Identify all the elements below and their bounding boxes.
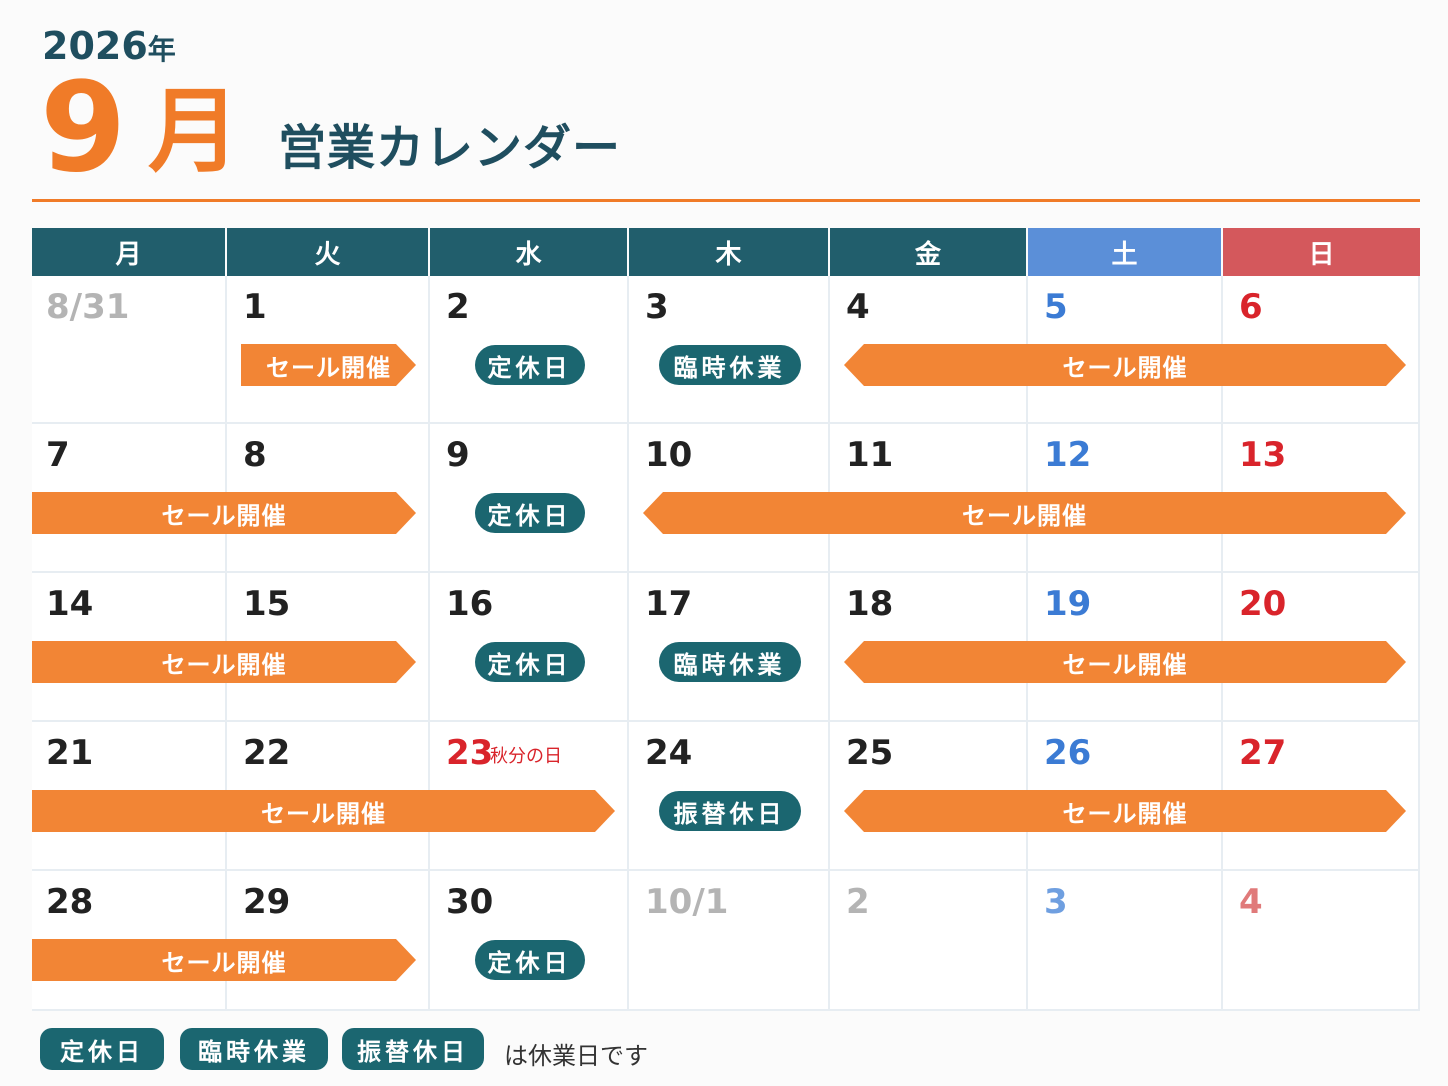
closed-day-badge[interactable]: 臨時休業	[658, 642, 801, 682]
sale-event-bar[interactable]: セール開催	[844, 641, 1406, 683]
day-number: 3	[645, 287, 669, 327]
weekday-header-2: 水	[430, 228, 627, 276]
weekday-header-5: 土	[1028, 228, 1221, 276]
day-number: 6	[1239, 287, 1263, 327]
day-number: 11	[846, 435, 894, 475]
legend-item-regular-closed: 定休日	[40, 1028, 164, 1070]
sale-event-bar[interactable]: セール開催	[32, 492, 416, 534]
page-title: 営業カレンダー	[278, 120, 622, 176]
day-number: 3	[1044, 882, 1068, 922]
sale-event-bar[interactable]: セール開催	[32, 641, 416, 683]
sale-event-bar[interactable]: セール開催	[844, 790, 1406, 832]
legend-text: は休業日です	[504, 1042, 648, 1070]
day-number: 5	[1044, 287, 1068, 327]
calendar-day-cell[interactable]: 10/1	[629, 871, 830, 1011]
day-number: 20	[1239, 584, 1287, 624]
day-number: 17	[645, 584, 693, 624]
day-number: 23	[446, 733, 494, 773]
holiday-name: 秋分の日	[490, 746, 562, 767]
day-number: 2	[846, 882, 870, 922]
closed-day-badge[interactable]: 定休日	[474, 493, 585, 533]
day-number: 15	[243, 584, 291, 624]
calendar-day-cell[interactable]: 3	[1028, 871, 1223, 1011]
closed-day-badge[interactable]: 臨時休業	[658, 345, 801, 385]
weekday-header-4: 金	[830, 228, 1026, 276]
day-number: 14	[46, 584, 94, 624]
day-number: 26	[1044, 733, 1092, 773]
month-number: 9	[40, 56, 127, 200]
day-number: 7	[46, 435, 70, 475]
day-number: 24	[645, 733, 693, 773]
legend-item-temporary-closed: 臨時休業	[180, 1028, 328, 1070]
day-number: 4	[846, 287, 870, 327]
day-number: 13	[1239, 435, 1287, 475]
day-number: 1	[243, 287, 267, 327]
day-number: 4	[1239, 882, 1263, 922]
calendar-day-cell[interactable]: 8/31	[32, 276, 227, 424]
day-number: 8	[243, 435, 267, 475]
year-number: 2026	[42, 24, 148, 68]
day-number: 2	[446, 287, 470, 327]
year-label: 2026年	[42, 24, 176, 68]
sale-event-bar[interactable]: セール開催	[844, 344, 1406, 386]
day-number: 10	[645, 435, 693, 475]
day-number: 25	[846, 733, 894, 773]
year-suffix: 年	[147, 33, 176, 66]
sale-event-bar[interactable]: セール開催	[32, 939, 416, 981]
day-number: 29	[243, 882, 291, 922]
weekday-header-1: 火	[227, 228, 428, 276]
day-number: 27	[1239, 733, 1287, 773]
day-number: 16	[446, 584, 494, 624]
day-number: 12	[1044, 435, 1092, 475]
sale-event-bar[interactable]: セール開催	[32, 790, 615, 832]
day-number: 18	[846, 584, 894, 624]
sale-event-bar[interactable]: セール開催	[643, 492, 1406, 534]
day-number: 8/31	[46, 287, 130, 327]
title-divider	[32, 199, 1420, 202]
calendar-day-cell[interactable]: 4	[1223, 871, 1420, 1011]
day-number: 19	[1044, 584, 1092, 624]
legend-item-substitute-holiday: 振替休日	[342, 1028, 484, 1070]
weekday-header-3: 木	[629, 228, 828, 276]
closed-day-badge[interactable]: 定休日	[474, 345, 585, 385]
closed-day-badge[interactable]: 定休日	[474, 940, 585, 980]
month-kanji: 月	[148, 78, 241, 185]
day-number: 21	[46, 733, 94, 773]
day-number: 22	[243, 733, 291, 773]
day-number: 28	[46, 882, 94, 922]
closed-day-badge[interactable]: 振替休日	[658, 791, 801, 831]
day-number: 9	[446, 435, 470, 475]
day-number: 30	[446, 882, 494, 922]
weekday-header-0: 月	[32, 228, 225, 276]
day-number: 10/1	[645, 882, 729, 922]
weekday-header-6: 日	[1223, 228, 1420, 276]
calendar-day-cell[interactable]: 2	[830, 871, 1028, 1011]
closed-day-badge[interactable]: 定休日	[474, 642, 585, 682]
sale-event-bar[interactable]: セール開催	[241, 344, 416, 386]
